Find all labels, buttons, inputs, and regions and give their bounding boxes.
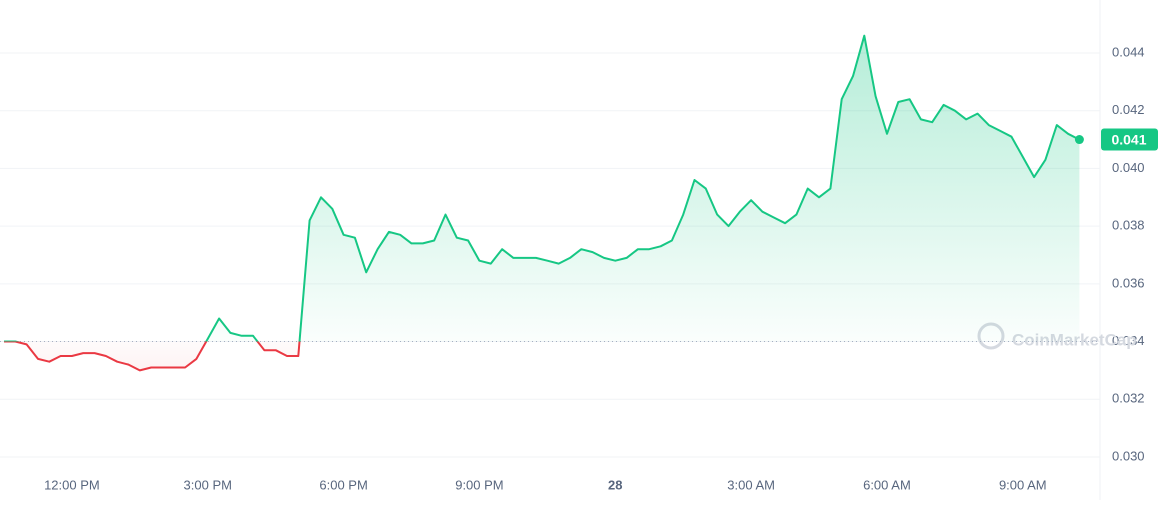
x-tick-label: 9:00 PM <box>455 477 503 492</box>
x-tick-label: 12:00 PM <box>44 477 100 492</box>
y-tick-label: 0.040 <box>1112 160 1145 175</box>
area <box>4 35 1080 371</box>
y-tick-label: 0.030 <box>1112 448 1145 463</box>
x-tick-label: 9:00 AM <box>999 477 1047 492</box>
y-tick-label: 0.038 <box>1112 218 1145 233</box>
y-tick-label: 0.044 <box>1112 44 1145 59</box>
x-tick-label: 3:00 PM <box>184 477 232 492</box>
y-tick-label: 0.034 <box>1112 333 1145 348</box>
price-tag-label: 0.041 <box>1111 131 1146 147</box>
last-point <box>1074 135 1084 145</box>
x-tick-label: 3:00 AM <box>727 477 775 492</box>
y-tick-label: 0.036 <box>1112 275 1145 290</box>
y-tick-label: 0.032 <box>1112 391 1145 406</box>
price-line <box>4 34 1080 372</box>
price-tag <box>1101 128 1158 151</box>
x-tick-label: 28 <box>608 477 622 492</box>
y-tick-label: 0.042 <box>1112 102 1145 117</box>
x-tick-label: 6:00 AM <box>863 477 911 492</box>
x-tick-label: 6:00 PM <box>319 477 367 492</box>
